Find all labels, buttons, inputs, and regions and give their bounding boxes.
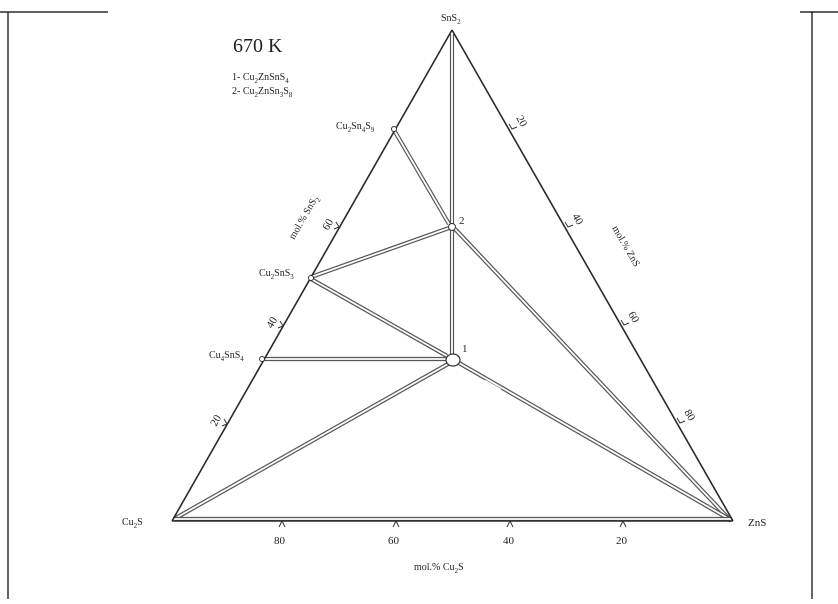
bottom-axis-ticks xyxy=(278,519,627,528)
phase-point-2-marker xyxy=(448,223,456,231)
cu2sn4s9-marker xyxy=(391,126,397,132)
left-axis-title: mol.% SnS2 xyxy=(287,194,323,243)
left-tick-label-20: 20 xyxy=(208,413,224,429)
tie-line-gap-2 xyxy=(482,379,502,394)
tie-lines xyxy=(172,34,733,523)
right-axis-title: mol.% ZnS xyxy=(609,224,641,269)
phase-point-2-label: 2 xyxy=(459,215,465,227)
tie-line-cu2sn4s9-point2 xyxy=(392,128,451,226)
left-axis-ticks xyxy=(221,221,340,427)
vertex-label-cu2s: Cu2S xyxy=(122,517,143,530)
phase-point-1-label: 1 xyxy=(462,343,468,355)
tie-line-cu2s-point1 xyxy=(172,362,450,521)
tie-line-gap xyxy=(394,375,410,387)
left-tick-label-40: 40 xyxy=(264,315,280,331)
tie-line-cu2sns3-point1 xyxy=(309,277,449,358)
bottom-tick-label-60: 60 xyxy=(388,535,400,547)
edge-right xyxy=(451,29,734,522)
tie-line-point2-zns xyxy=(453,227,733,523)
bottom-tick-label-20: 20 xyxy=(616,535,628,547)
legend-item-2: 2- Cu2ZnSn3S8 xyxy=(232,86,293,99)
cu2sns3-marker xyxy=(308,275,314,281)
bottom-axis-title: mol.% Cu2S xyxy=(414,562,464,575)
bottom-tick-label-40: 40 xyxy=(503,535,515,547)
vertex-label-zns: ZnS xyxy=(748,517,766,529)
temperature-label: 670 K xyxy=(233,35,283,57)
cu4sns4-marker xyxy=(259,356,265,362)
phase-point-1-marker xyxy=(445,353,461,367)
left-tick-label-60: 60 xyxy=(320,217,336,233)
tie-line-cu2sns3-point2 xyxy=(310,226,450,279)
bottom-tick-label-80: 80 xyxy=(274,535,286,547)
legend-item-1: 1- Cu2ZnSnS4 xyxy=(232,72,289,85)
tie-line-point1-zns xyxy=(457,361,733,522)
compound-label-cu4sns4: Cu4SnS4 xyxy=(209,350,244,363)
compound-label-cu2sn4s9: Cu2Sn4S9 xyxy=(336,121,375,134)
vertex-label-sns2: SnS2 xyxy=(441,13,461,26)
right-axis-ticks xyxy=(508,123,686,424)
compound-label-cu2sns3: Cu2SnS3 xyxy=(259,268,294,281)
